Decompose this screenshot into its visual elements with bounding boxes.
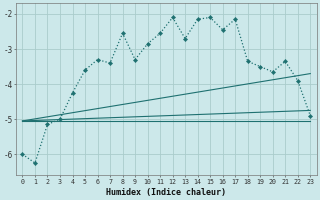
X-axis label: Humidex (Indice chaleur): Humidex (Indice chaleur) — [106, 188, 226, 197]
